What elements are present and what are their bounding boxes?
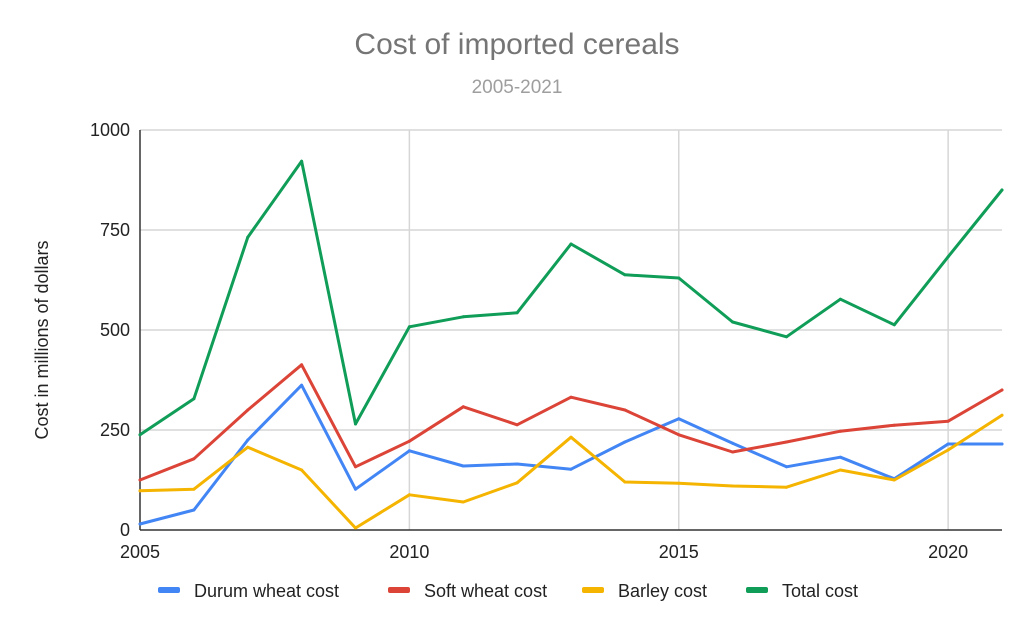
data-point-durum-wheat-cost-2011 [461, 464, 465, 468]
data-point-durum-wheat-cost-2021 [1000, 442, 1004, 446]
data-point-soft-wheat-cost-2015 [677, 433, 681, 437]
tick-labels: 0 250 500 750 1000 2005 2010 2015 2020 [90, 120, 968, 562]
y-axis-label: Cost in millions of dollars [32, 240, 52, 439]
data-point-soft-wheat-cost-2013 [569, 395, 573, 399]
data-point-durum-wheat-cost-2007 [246, 438, 250, 442]
series-line-durum-wheat-cost [138, 383, 1004, 526]
x-tick-label-2005: 2005 [120, 542, 160, 562]
data-point-durum-wheat-cost-2015 [677, 417, 681, 421]
data-point-durum-wheat-cost-2020 [946, 442, 950, 446]
data-point-soft-wheat-cost-2005 [138, 478, 142, 482]
data-point-barley-cost-2012 [515, 481, 519, 485]
data-point-durum-wheat-cost-2017 [785, 465, 788, 469]
legend-label-total-cost: Total cost [782, 581, 858, 601]
data-point-durum-wheat-cost-2009 [354, 487, 357, 491]
legend-swatch-barley-cost [582, 587, 604, 593]
data-point-total-cost-2013 [569, 242, 573, 246]
data-point-soft-wheat-cost-2011 [461, 405, 465, 409]
data-point-barley-cost-2005 [138, 489, 142, 493]
data-point-total-cost-2020 [946, 255, 950, 259]
data-point-durum-wheat-cost-2018 [838, 455, 842, 459]
data-point-barley-cost-2020 [946, 448, 950, 452]
data-point-total-cost-2019 [892, 323, 896, 327]
data-point-total-cost-2014 [623, 273, 627, 277]
data-point-durum-wheat-cost-2016 [731, 441, 735, 445]
series-lines [138, 159, 1004, 530]
data-point-soft-wheat-cost-2008 [300, 363, 304, 367]
data-point-barley-cost-2017 [785, 485, 788, 489]
data-point-barley-cost-2011 [461, 500, 465, 504]
data-point-total-cost-2007 [246, 235, 250, 239]
data-point-total-cost-2011 [461, 315, 465, 319]
data-point-total-cost-2015 [677, 276, 681, 280]
chart-title: Cost of imported cereals [354, 28, 679, 61]
y-tick-label-500: 500 [100, 320, 130, 340]
legend-swatch-soft-wheat-cost [388, 587, 410, 593]
data-point-barley-cost-2009 [354, 526, 357, 530]
chart-subtitle: 2005-2021 [472, 77, 563, 98]
data-point-durum-wheat-cost-2005 [138, 522, 142, 526]
legend-label-barley-cost: Barley cost [618, 581, 707, 601]
data-point-soft-wheat-cost-2010 [407, 439, 411, 443]
data-point-durum-wheat-cost-2012 [515, 462, 519, 466]
legend-label-soft-wheat-cost: Soft wheat cost [424, 581, 547, 601]
y-tick-label-250: 250 [100, 420, 130, 440]
data-point-total-cost-2021 [1000, 188, 1004, 192]
data-point-soft-wheat-cost-2018 [838, 429, 842, 433]
data-point-barley-cost-2006 [192, 487, 196, 491]
data-point-barley-cost-2019 [892, 478, 896, 482]
data-point-total-cost-2018 [838, 297, 842, 301]
legend: Durum wheat cost Soft wheat cost Barley co… [158, 581, 858, 601]
data-point-soft-wheat-cost-2006 [192, 457, 196, 461]
x-tick-label-2015: 2015 [659, 542, 699, 562]
data-point-total-cost-2005 [138, 433, 142, 437]
data-point-barley-cost-2016 [731, 484, 735, 488]
data-point-soft-wheat-cost-2016 [731, 450, 735, 454]
legend-label-durum-wheat-cost: Durum wheat cost [194, 581, 339, 601]
data-point-soft-wheat-cost-2017 [785, 440, 788, 444]
data-point-barley-cost-2018 [838, 468, 842, 472]
data-point-barley-cost-2013 [569, 435, 573, 439]
legend-swatch-total-cost [746, 587, 768, 593]
y-tick-label-0: 0 [120, 520, 130, 540]
series-line-soft-wheat-cost [138, 363, 1004, 482]
data-point-soft-wheat-cost-2009 [354, 465, 357, 469]
data-point-total-cost-2008 [300, 159, 304, 163]
data-point-barley-cost-2007 [246, 445, 250, 449]
data-point-barley-cost-2008 [300, 468, 304, 472]
axes [139, 130, 1002, 531]
data-point-total-cost-2017 [785, 335, 788, 339]
data-point-durum-wheat-cost-2014 [623, 440, 627, 444]
data-point-durum-wheat-cost-2006 [192, 508, 196, 512]
x-tick-label-2020: 2020 [928, 542, 968, 562]
data-point-total-cost-2009 [354, 422, 357, 426]
data-point-total-cost-2012 [515, 311, 519, 315]
data-point-durum-wheat-cost-2008 [300, 383, 304, 387]
data-point-soft-wheat-cost-2019 [892, 423, 896, 427]
data-point-total-cost-2006 [192, 397, 196, 401]
data-point-soft-wheat-cost-2021 [1000, 388, 1004, 392]
data-point-soft-wheat-cost-2007 [246, 408, 250, 412]
data-point-soft-wheat-cost-2012 [515, 423, 519, 427]
x-tick-label-2010: 2010 [389, 542, 429, 562]
data-point-total-cost-2016 [731, 320, 735, 324]
data-point-barley-cost-2015 [677, 481, 681, 485]
data-point-soft-wheat-cost-2014 [623, 408, 627, 412]
data-point-soft-wheat-cost-2020 [946, 419, 950, 423]
data-point-total-cost-2010 [407, 325, 411, 329]
y-tick-label-1000: 1000 [90, 120, 130, 140]
data-point-barley-cost-2010 [407, 493, 411, 497]
data-point-durum-wheat-cost-2013 [569, 467, 573, 471]
data-point-barley-cost-2014 [623, 480, 627, 484]
y-tick-label-750: 750 [100, 220, 130, 240]
data-point-barley-cost-2021 [1000, 413, 1004, 417]
legend-swatch-durum-wheat-cost [158, 587, 180, 593]
data-point-durum-wheat-cost-2010 [407, 449, 411, 453]
